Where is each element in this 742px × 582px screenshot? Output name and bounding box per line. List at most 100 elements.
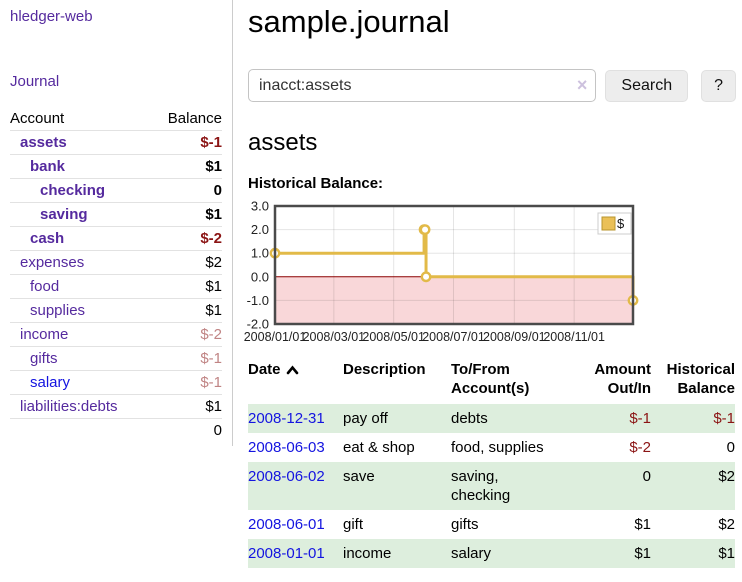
clear-search-icon[interactable]: ×	[576, 75, 588, 95]
account-link-saving[interactable]: saving	[40, 206, 88, 223]
account-link-checking[interactable]: checking	[40, 182, 106, 199]
transaction-accounts: gifts	[451, 516, 479, 533]
register-row: 2008-12-31 pay off debts $-1 $-1	[248, 404, 735, 433]
transaction-date-link[interactable]: 2008-06-01	[248, 516, 325, 533]
account-link-liabilities-debts[interactable]: liabilities:debts	[20, 398, 118, 415]
account-row: assets $-1	[10, 130, 222, 155]
account-heading: assets	[248, 129, 318, 156]
transaction-description: pay off	[343, 404, 451, 433]
transaction-description: eat & shop	[343, 439, 415, 456]
brand-link[interactable]: hledger-web	[10, 8, 93, 25]
transaction-description: income	[343, 539, 451, 568]
help-button[interactable]: ?	[701, 69, 736, 102]
account-balance: $2	[150, 250, 222, 275]
account-row: income $-2	[10, 322, 222, 347]
svg-text:-2.0: -2.0	[247, 317, 269, 332]
transaction-balance: $1	[651, 539, 735, 568]
account-balance: $1	[150, 154, 222, 179]
account-balance: $-1	[150, 130, 222, 155]
chart-title: Historical Balance:	[248, 175, 384, 192]
main-pane: sample.journal × Search ? assets Histori…	[233, 0, 742, 568]
register-row: 2008-06-01 gift gifts $1 $2	[248, 510, 735, 539]
svg-text:$: $	[617, 216, 625, 231]
account-link-gifts[interactable]: gifts	[30, 350, 58, 367]
account-balance: $1	[150, 394, 222, 419]
account-link-food[interactable]: food	[30, 278, 60, 295]
account-row: liabilities:debts $1	[10, 394, 222, 419]
transaction-accounts: saving, checking	[451, 462, 573, 510]
transaction-date-link[interactable]: 2008-01-01	[248, 545, 325, 562]
register-header-tofrom: To/From Account(s)	[451, 361, 530, 397]
transaction-description: gift	[343, 516, 364, 533]
sidebar: hledger-web Journal Account Balance asse…	[0, 0, 233, 446]
accounts-header-account: Account	[10, 107, 151, 131]
svg-text:2.0: 2.0	[251, 222, 269, 237]
register-header-description: Description	[343, 361, 426, 378]
transaction-amount: $1	[634, 516, 651, 533]
account-row: bank $1	[10, 154, 222, 179]
register-header-date[interactable]: Date	[248, 358, 343, 404]
account-link-expenses[interactable]: expenses	[20, 254, 85, 271]
account-link-cash[interactable]: cash	[30, 230, 65, 247]
transaction-date-link[interactable]: 2008-06-03	[248, 439, 325, 456]
search-button[interactable]: Search	[605, 69, 689, 102]
register-header-balance: Historical Balance	[666, 361, 735, 397]
register-row: 2008-01-01 income salary $1 $1	[248, 539, 735, 568]
register-table: Date Description To/From Account(s) Amou…	[248, 358, 735, 568]
accounts-total: 0	[150, 418, 222, 442]
svg-text:2008/05/01: 2008/05/01	[362, 330, 425, 344]
transaction-date-link[interactable]: 2008-12-31	[248, 410, 325, 427]
account-row: gifts $-1	[10, 346, 222, 371]
accounts-header-balance: Balance	[150, 107, 222, 131]
account-balance: $1	[150, 298, 222, 323]
sidebar-item-journal[interactable]: Journal	[10, 73, 60, 90]
account-link-supplies[interactable]: supplies	[30, 302, 86, 319]
transaction-accounts: debts	[451, 404, 573, 433]
svg-text:2008/01/01: 2008/01/01	[244, 330, 307, 344]
account-link-salary[interactable]: salary	[30, 374, 71, 391]
account-balance: $1	[150, 202, 222, 227]
transaction-amount: 0	[573, 462, 651, 510]
account-balance: $1	[150, 274, 222, 299]
register-row: 2008-06-02 save saving, checking 0 $2	[248, 462, 735, 510]
account-link-bank[interactable]: bank	[30, 158, 66, 175]
register-row: 2008-06-03 eat & shop food, supplies $-2…	[248, 433, 735, 462]
account-row: saving $1	[10, 202, 222, 227]
transaction-accounts: salary	[451, 539, 573, 568]
account-row: salary $-1	[10, 370, 222, 395]
sort-ascending-icon	[286, 365, 298, 375]
transaction-balance: $-1	[651, 404, 735, 433]
account-balance: $-1	[150, 370, 222, 395]
account-balance: $-2	[150, 226, 222, 251]
svg-text:2008/09/01: 2008/09/01	[483, 330, 546, 344]
svg-text:2008/07/01: 2008/07/01	[422, 330, 485, 344]
account-row: checking 0	[10, 178, 222, 203]
account-row: expenses $2	[10, 250, 222, 275]
account-balance: 0	[150, 178, 222, 203]
search-form: × Search ?	[248, 69, 736, 102]
search-input[interactable]	[248, 69, 597, 102]
transaction-balance: 0	[726, 439, 735, 456]
register-header-amount: Amount Out/In	[594, 361, 651, 397]
svg-text:1.0: 1.0	[251, 246, 269, 261]
transaction-balance: $2	[651, 462, 735, 510]
transaction-date-link[interactable]: 2008-06-02	[248, 468, 325, 485]
account-balance: $-1	[150, 346, 222, 371]
svg-text:3.0: 3.0	[251, 199, 269, 214]
account-row: cash $-2	[10, 226, 222, 251]
svg-text:-1.0: -1.0	[247, 293, 269, 308]
transaction-amount: $-2	[629, 439, 651, 456]
svg-text:2008/11/01: 2008/11/01	[543, 330, 605, 344]
transaction-balance: $2	[718, 516, 735, 533]
transaction-description: save	[343, 462, 451, 510]
svg-text:0.0: 0.0	[251, 269, 269, 284]
svg-text:2008/03/01: 2008/03/01	[303, 330, 366, 344]
account-row: food $1	[10, 274, 222, 299]
historical-balance-chart: $3.0 2.0 1.0 0.0 -1.0 -2.0 2008/01/01 2008/03/0…	[244, 199, 736, 344]
transaction-amount: $1	[573, 539, 651, 568]
transaction-accounts: food, supplies	[451, 439, 544, 456]
account-balance: $-2	[150, 322, 222, 347]
page-title: sample.journal	[248, 4, 450, 39]
account-link-assets[interactable]: assets	[20, 134, 67, 151]
account-link-income[interactable]: income	[20, 326, 69, 343]
